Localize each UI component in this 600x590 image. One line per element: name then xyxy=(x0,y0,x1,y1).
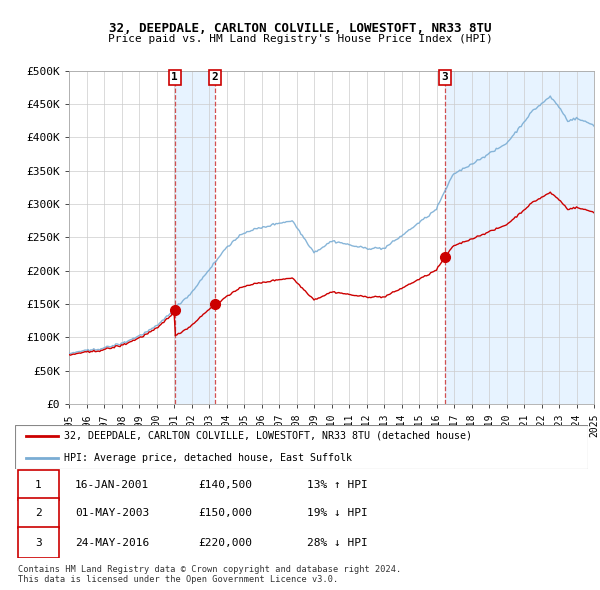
Text: HPI: Average price, detached house, East Suffolk: HPI: Average price, detached house, East… xyxy=(64,453,352,463)
Text: 16-JAN-2001: 16-JAN-2001 xyxy=(75,480,149,490)
Bar xyxy=(445,71,594,404)
Text: 28% ↓ HPI: 28% ↓ HPI xyxy=(307,537,368,548)
Text: Contains HM Land Registry data © Crown copyright and database right 2024.: Contains HM Land Registry data © Crown c… xyxy=(18,565,401,574)
Text: 3: 3 xyxy=(442,73,448,83)
Text: 32, DEEPDALE, CARLTON COLVILLE, LOWESTOFT, NR33 8TU (detached house): 32, DEEPDALE, CARLTON COLVILLE, LOWESTOF… xyxy=(64,431,472,441)
Text: 1: 1 xyxy=(35,480,42,490)
Text: 3: 3 xyxy=(35,537,42,548)
FancyBboxPatch shape xyxy=(18,527,59,558)
Bar xyxy=(175,71,215,404)
Text: 1: 1 xyxy=(172,73,178,83)
Text: 01-MAY-2003: 01-MAY-2003 xyxy=(75,509,149,518)
FancyBboxPatch shape xyxy=(15,425,588,469)
Text: £140,500: £140,500 xyxy=(199,480,253,490)
Text: 2: 2 xyxy=(35,509,42,518)
FancyBboxPatch shape xyxy=(18,470,59,500)
Text: 19% ↓ HPI: 19% ↓ HPI xyxy=(307,509,368,518)
Text: 32, DEEPDALE, CARLTON COLVILLE, LOWESTOFT, NR33 8TU: 32, DEEPDALE, CARLTON COLVILLE, LOWESTOF… xyxy=(109,22,491,35)
FancyBboxPatch shape xyxy=(18,498,59,529)
Text: 13% ↑ HPI: 13% ↑ HPI xyxy=(307,480,368,490)
Text: This data is licensed under the Open Government Licence v3.0.: This data is licensed under the Open Gov… xyxy=(18,575,338,584)
Text: £150,000: £150,000 xyxy=(199,509,253,518)
Text: 2: 2 xyxy=(211,73,218,83)
Text: £220,000: £220,000 xyxy=(199,537,253,548)
Text: Price paid vs. HM Land Registry's House Price Index (HPI): Price paid vs. HM Land Registry's House … xyxy=(107,34,493,44)
Text: 24-MAY-2016: 24-MAY-2016 xyxy=(75,537,149,548)
